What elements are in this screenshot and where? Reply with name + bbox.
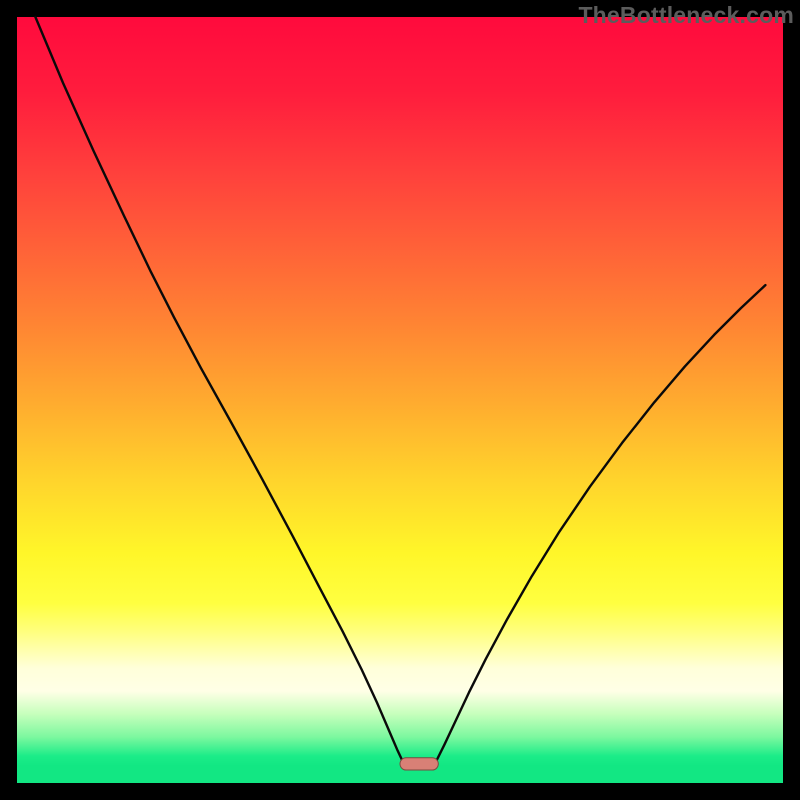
plot-area <box>17 17 783 783</box>
cusp-marker <box>400 758 438 770</box>
watermark-text: TheBottleneck.com <box>578 2 794 29</box>
bottleneck-chart: TheBottleneck.com <box>0 0 800 800</box>
chart-svg <box>0 0 800 800</box>
